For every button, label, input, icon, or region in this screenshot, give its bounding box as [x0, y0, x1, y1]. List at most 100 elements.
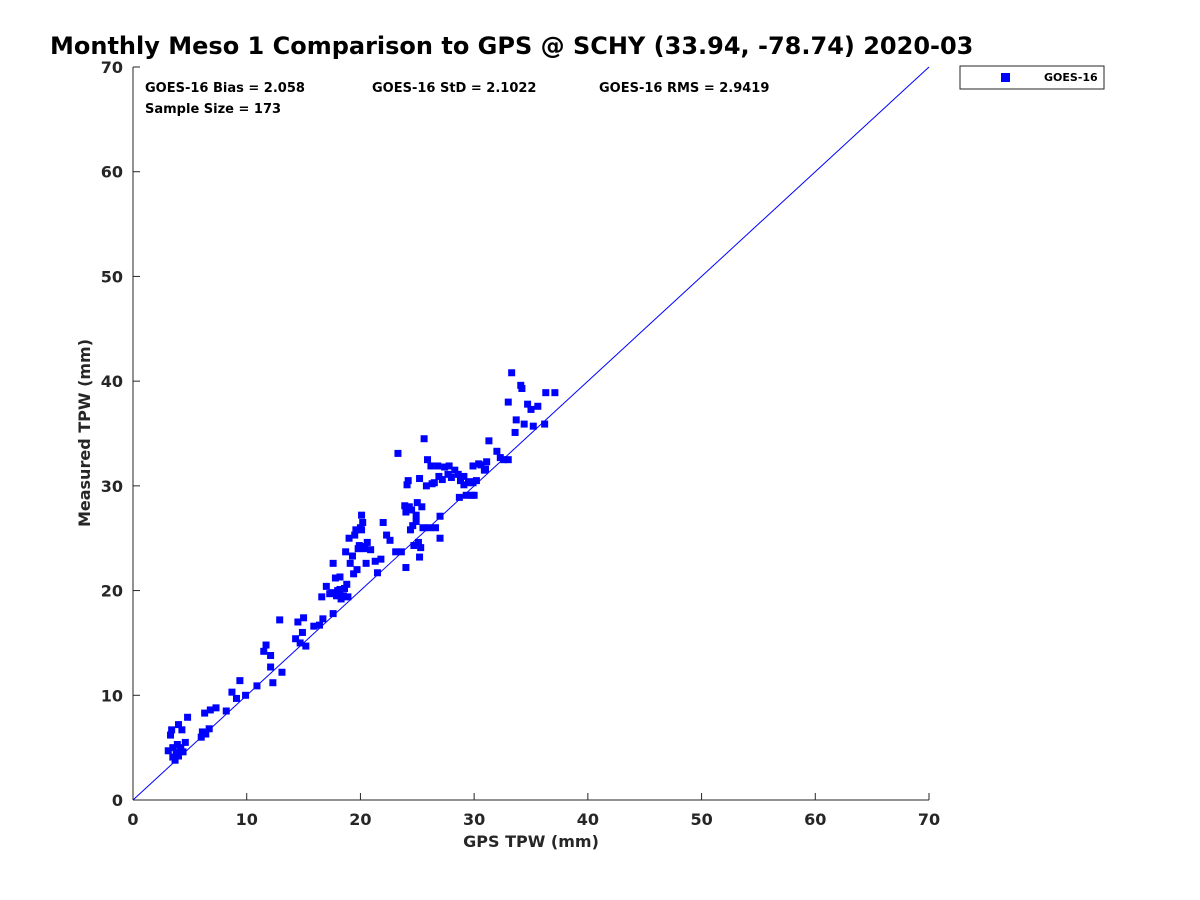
data-point — [410, 542, 418, 550]
data-point — [420, 435, 428, 443]
data-point — [419, 524, 427, 532]
data-point — [177, 744, 185, 752]
data-point — [197, 733, 205, 741]
data-point — [342, 548, 350, 556]
data-point — [508, 369, 516, 377]
data-point — [346, 559, 354, 567]
data-point — [358, 526, 366, 534]
data-point — [363, 538, 371, 546]
data-point — [174, 721, 182, 729]
data-point — [184, 713, 192, 721]
data-point — [431, 524, 439, 532]
data-point — [228, 688, 236, 696]
data-point — [412, 517, 420, 525]
data-point — [179, 748, 187, 756]
data-point — [178, 726, 186, 734]
data-point — [367, 546, 375, 554]
data-point — [413, 499, 421, 507]
data-point — [527, 405, 535, 413]
data-point — [174, 752, 182, 760]
data-point — [172, 748, 180, 756]
data-point — [171, 756, 179, 764]
data-point — [485, 437, 493, 445]
data-point — [417, 544, 425, 552]
x-tick-label: 30 — [463, 810, 485, 829]
axis-ticks: 0 10 20 30 40 50 60 70 0 10 20 30 40 50 60 70 — [101, 58, 940, 829]
data-point — [470, 491, 478, 499]
x-tick-label: 40 — [577, 810, 599, 829]
rms-stat: GOES-16 RMS = 2.9419 — [599, 81, 769, 96]
data-point — [296, 639, 304, 647]
stats-annotations: GOES-16 Bias = 2.058 GOES-16 StD = 2.102… — [145, 81, 769, 117]
data-point — [462, 491, 470, 499]
one-to-one-line — [132, 66, 930, 801]
data-point — [206, 706, 214, 714]
data-point — [500, 456, 508, 464]
y-tick-label: 60 — [101, 163, 123, 182]
data-point — [333, 592, 341, 600]
data-point — [406, 526, 414, 534]
data-point — [436, 534, 444, 542]
data-point — [456, 477, 464, 485]
data-point — [352, 526, 360, 534]
data-point — [472, 477, 480, 485]
data-point — [460, 481, 468, 489]
data-point — [181, 738, 189, 746]
data-point — [403, 481, 411, 489]
data-point — [242, 691, 250, 699]
data-point — [339, 592, 347, 600]
data-point — [434, 462, 442, 470]
data-point — [379, 519, 387, 527]
data-point — [319, 615, 327, 623]
data-point — [294, 618, 302, 626]
data-point — [362, 559, 370, 567]
data-point — [455, 493, 463, 501]
data-point — [341, 584, 349, 592]
data-point — [414, 538, 422, 546]
data-point — [276, 616, 284, 624]
data-point — [212, 704, 220, 712]
std-stat: GOES-16 StD = 2.1022 — [372, 81, 536, 96]
data-point — [425, 524, 433, 532]
data-point — [328, 589, 336, 597]
data-point — [167, 731, 175, 739]
data-point — [315, 621, 323, 629]
data-point — [409, 522, 417, 530]
data-point — [267, 663, 275, 671]
data-point — [253, 682, 261, 690]
data-point — [267, 651, 275, 659]
data-point — [445, 462, 453, 470]
data-point — [542, 389, 550, 397]
data-point — [201, 709, 209, 717]
data-point — [529, 422, 537, 430]
data-point — [302, 642, 310, 650]
data-point — [430, 479, 438, 487]
data-point — [343, 580, 351, 588]
data-point — [412, 511, 420, 519]
x-tick-label: 10 — [236, 810, 258, 829]
y-tick-label: 20 — [101, 582, 123, 601]
data-point — [361, 545, 369, 553]
data-point — [493, 447, 501, 455]
data-point — [518, 384, 526, 392]
data-point — [438, 476, 446, 484]
data-point — [511, 428, 519, 436]
data-point — [520, 420, 528, 428]
legend-label: GOES-16 — [1044, 71, 1098, 84]
x-tick-label: 0 — [127, 810, 138, 829]
data-point — [169, 744, 177, 752]
data-point — [402, 508, 410, 516]
data-point — [350, 570, 358, 578]
y-tick-label: 70 — [101, 58, 123, 77]
data-point — [524, 400, 532, 408]
x-tick-label: 60 — [804, 810, 826, 829]
legend-box — [959, 65, 1105, 90]
data-point — [416, 475, 424, 483]
data-point — [504, 398, 512, 406]
data-point — [355, 542, 363, 550]
data-point — [310, 622, 318, 630]
data-point — [427, 462, 435, 470]
data-point — [373, 569, 381, 577]
data-point — [278, 668, 286, 676]
x-tick-label: 70 — [918, 810, 940, 829]
